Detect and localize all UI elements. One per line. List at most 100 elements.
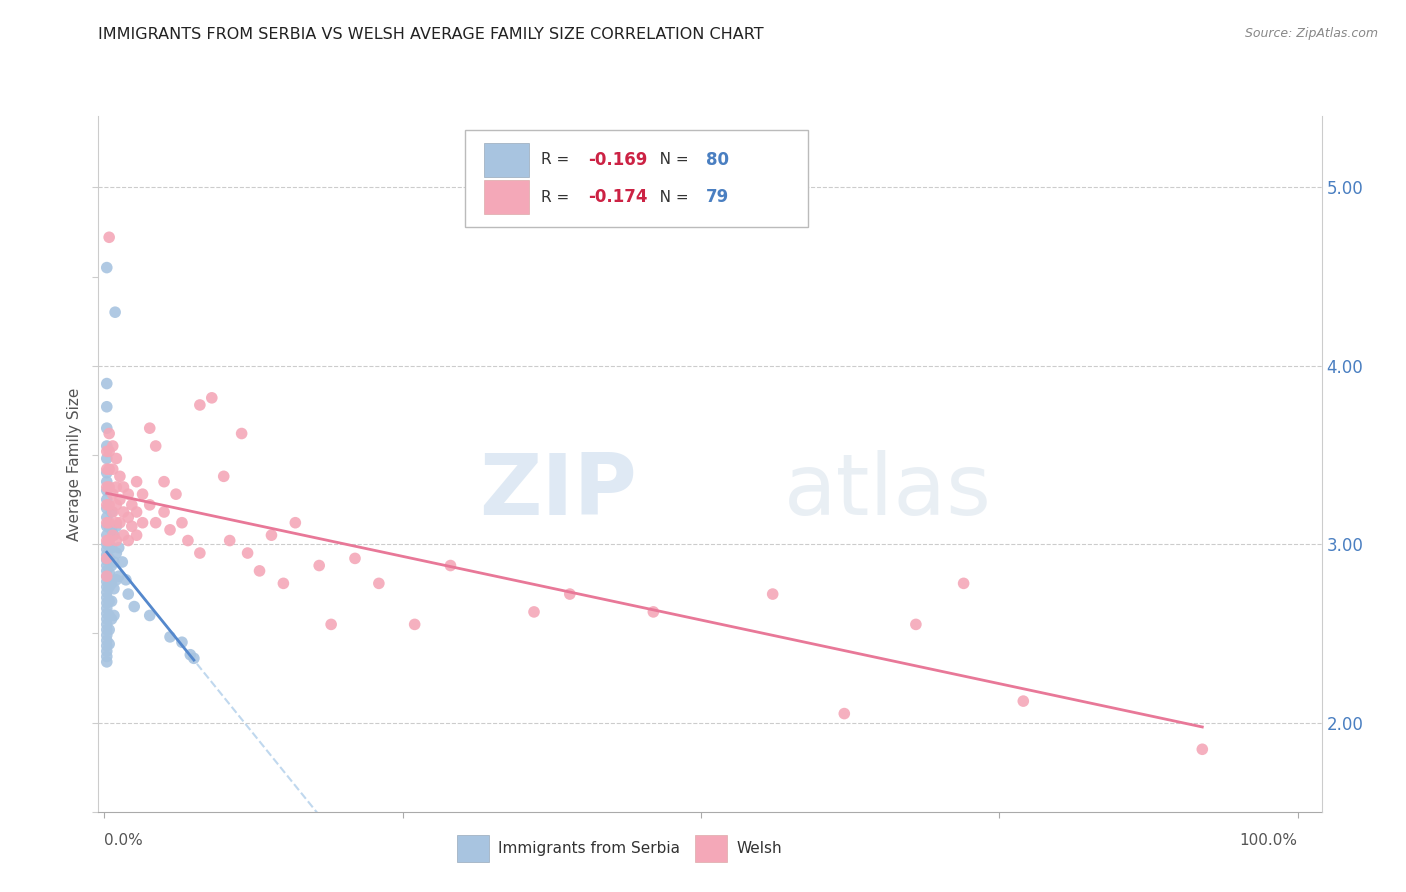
Point <box>96 633 118 648</box>
Point <box>138 498 160 512</box>
Point <box>145 439 167 453</box>
Point <box>165 487 187 501</box>
Point <box>105 451 128 466</box>
Point <box>112 528 135 542</box>
Point <box>96 585 118 599</box>
Point <box>105 573 128 587</box>
Point <box>904 617 927 632</box>
Point <box>125 505 148 519</box>
Point <box>101 487 124 501</box>
Point <box>188 398 211 412</box>
Point <box>153 475 176 489</box>
Point <box>105 516 128 530</box>
Text: R =: R = <box>541 153 574 168</box>
Point <box>98 551 121 566</box>
Point <box>96 451 118 466</box>
Point <box>96 492 118 507</box>
Point <box>98 462 121 476</box>
Point <box>100 558 122 573</box>
Point <box>96 628 118 642</box>
Point <box>98 594 121 608</box>
Point <box>115 573 138 587</box>
Text: atlas: atlas <box>783 450 991 533</box>
Point <box>100 612 122 626</box>
Y-axis label: Average Family Size: Average Family Size <box>66 387 82 541</box>
Point <box>96 596 118 610</box>
Point <box>103 555 125 569</box>
Point <box>96 439 118 453</box>
Point <box>558 587 581 601</box>
Point <box>96 548 118 562</box>
FancyBboxPatch shape <box>484 143 529 177</box>
Point <box>1012 694 1035 708</box>
Point <box>98 580 121 594</box>
Point <box>96 607 118 621</box>
Point <box>98 623 121 637</box>
Point <box>96 644 118 658</box>
Text: 0.0%: 0.0% <box>104 833 143 848</box>
Point <box>105 498 128 512</box>
Point <box>98 533 121 548</box>
Point <box>1191 742 1213 756</box>
Point <box>439 558 461 573</box>
Point <box>321 617 343 632</box>
Point <box>96 569 118 583</box>
Point <box>105 480 128 494</box>
Text: N =: N = <box>645 153 693 168</box>
Point <box>98 537 121 551</box>
Point <box>212 469 235 483</box>
Point <box>179 648 201 662</box>
Point <box>98 637 121 651</box>
Point <box>121 519 143 533</box>
Point <box>98 498 121 512</box>
Point <box>96 376 118 391</box>
FancyBboxPatch shape <box>465 130 808 227</box>
Point <box>125 528 148 542</box>
Point <box>98 444 121 458</box>
Point <box>762 587 785 601</box>
Point <box>96 444 118 458</box>
Point <box>108 492 131 507</box>
Point <box>170 516 193 530</box>
Point <box>249 564 271 578</box>
Point <box>100 576 122 591</box>
Point <box>100 541 122 555</box>
Point <box>96 537 118 551</box>
Point <box>236 546 259 560</box>
FancyBboxPatch shape <box>457 835 489 862</box>
Point <box>111 555 134 569</box>
Point <box>96 623 118 637</box>
Point <box>231 426 253 441</box>
Point <box>201 391 224 405</box>
Point <box>96 533 118 548</box>
Point <box>121 498 143 512</box>
Point <box>260 528 283 542</box>
Point <box>170 635 193 649</box>
Point <box>183 651 205 665</box>
Text: -0.174: -0.174 <box>588 188 647 206</box>
Point <box>96 591 118 605</box>
Point <box>117 487 139 501</box>
Point <box>108 516 131 530</box>
Point <box>643 605 665 619</box>
Point <box>96 260 118 275</box>
Text: R =: R = <box>541 190 574 205</box>
Point <box>96 528 118 542</box>
Point <box>101 439 124 453</box>
Point <box>96 558 118 573</box>
Point <box>367 576 389 591</box>
Point <box>101 505 124 519</box>
Point <box>98 519 121 533</box>
Point <box>832 706 855 721</box>
Point <box>100 523 122 537</box>
Text: IMMIGRANTS FROM SERBIA VS WELSH AVERAGE FAMILY SIZE CORRELATION CHART: IMMIGRANTS FROM SERBIA VS WELSH AVERAGE … <box>98 27 763 42</box>
Point <box>105 533 128 548</box>
Point <box>98 426 121 441</box>
Point <box>96 542 118 557</box>
Point <box>122 599 145 614</box>
Point <box>101 528 124 542</box>
Point <box>103 582 125 596</box>
Point <box>100 505 122 519</box>
Point <box>96 462 118 476</box>
Point <box>96 569 118 583</box>
